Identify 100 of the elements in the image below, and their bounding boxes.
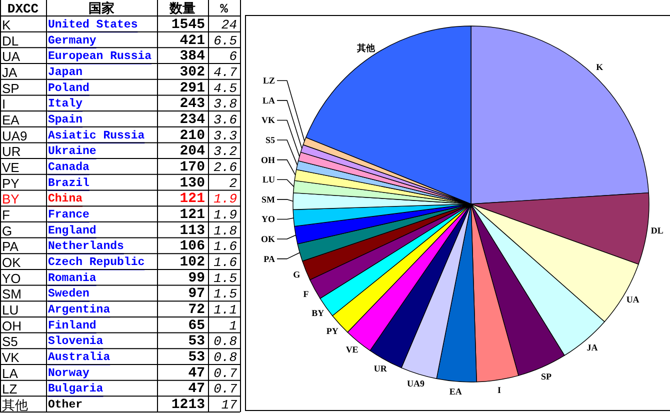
text: DL bbox=[2, 33, 19, 48]
slice-label: LU bbox=[262, 174, 276, 185]
text: 1.8 bbox=[214, 223, 237, 238]
text: K bbox=[2, 17, 11, 32]
text: 4.7 bbox=[214, 64, 237, 80]
text: 106 bbox=[180, 238, 205, 255]
text: EA bbox=[2, 112, 20, 128]
slice-label: K bbox=[596, 62, 604, 72]
text: 421 bbox=[180, 32, 205, 49]
text: Italy bbox=[48, 98, 83, 111]
text: 72 bbox=[188, 302, 205, 318]
slice-label: LA bbox=[262, 95, 276, 106]
text: Bulgaria bbox=[48, 382, 104, 396]
text: 17 bbox=[221, 398, 237, 413]
text: 0.8 bbox=[214, 334, 237, 350]
text: S5 bbox=[2, 334, 18, 350]
text: UA9 bbox=[2, 128, 28, 144]
text: F bbox=[2, 208, 10, 222]
text: Czech Republic bbox=[48, 256, 145, 270]
text: 384 bbox=[180, 48, 205, 65]
slice-label: OK bbox=[260, 234, 275, 244]
text: Germany bbox=[48, 34, 96, 48]
text: 243 bbox=[180, 96, 205, 112]
text: UA bbox=[2, 49, 20, 64]
slice-label: VE bbox=[346, 344, 358, 355]
text: 24 bbox=[221, 17, 237, 32]
text: 65 bbox=[188, 318, 205, 334]
slice-label: UR bbox=[374, 364, 388, 374]
text: SM bbox=[2, 286, 22, 302]
slice-label: S5 bbox=[265, 135, 276, 146]
text: 130 bbox=[180, 175, 205, 192]
text: 3.8 bbox=[214, 96, 237, 112]
text: Ukraine bbox=[48, 145, 96, 158]
slice-label: JA bbox=[586, 342, 598, 353]
text: Canada bbox=[48, 160, 90, 174]
text: Other bbox=[48, 398, 83, 412]
text: 53 bbox=[188, 334, 205, 350]
slice-label: OH bbox=[260, 154, 275, 165]
text: BY bbox=[2, 192, 20, 207]
text: OH bbox=[2, 318, 22, 334]
text: VE bbox=[2, 160, 20, 175]
slice-label: UA bbox=[626, 294, 640, 305]
text: 170 bbox=[180, 159, 205, 176]
text: 1.5 bbox=[214, 270, 237, 286]
slice-label: VK bbox=[262, 115, 275, 126]
text: 3.3 bbox=[214, 128, 237, 144]
text: Japan bbox=[48, 66, 83, 79]
text: 1.9 bbox=[214, 192, 237, 207]
text: PA bbox=[2, 239, 18, 254]
text: Norway bbox=[48, 366, 90, 380]
text: LA bbox=[2, 366, 18, 381]
text: China bbox=[48, 192, 83, 206]
text: 0.7 bbox=[214, 366, 237, 381]
text: 302 bbox=[180, 64, 205, 80]
text: PY bbox=[2, 176, 20, 191]
text: 47 bbox=[188, 365, 205, 382]
slice-label: UA9 bbox=[406, 378, 425, 389]
text: France bbox=[48, 208, 90, 222]
text: LU bbox=[2, 302, 19, 318]
text: 3.2 bbox=[214, 144, 237, 160]
text: VK bbox=[2, 350, 20, 366]
slice-label: BY bbox=[312, 308, 325, 318]
text: I bbox=[2, 96, 6, 112]
text: 53 bbox=[188, 350, 205, 366]
text: JA bbox=[2, 64, 18, 80]
text: Poland bbox=[48, 82, 90, 95]
text: Brazil bbox=[48, 176, 90, 190]
category-label: DXCC bbox=[7, 2, 39, 16]
slice-label: I bbox=[497, 384, 502, 395]
text: UR bbox=[2, 144, 21, 160]
text: 2 bbox=[229, 176, 237, 191]
text: 4.5 bbox=[214, 80, 237, 96]
text: LZ bbox=[2, 382, 18, 397]
text: 0.7 bbox=[214, 382, 237, 397]
slice-label: 其他 bbox=[356, 43, 376, 54]
text: 102 bbox=[180, 254, 205, 271]
text: G bbox=[2, 223, 12, 238]
text: 其他 bbox=[2, 398, 28, 413]
slice-label: EA bbox=[449, 386, 462, 396]
category-label: 数量 bbox=[168, 2, 196, 16]
text: 2.6 bbox=[214, 160, 237, 175]
slice-label: PY bbox=[326, 326, 339, 336]
text: SP bbox=[2, 80, 20, 96]
slice-label: PA bbox=[264, 254, 276, 264]
slice-label: SP bbox=[540, 371, 552, 382]
text: 1.5 bbox=[214, 286, 237, 302]
slice-label: DL bbox=[650, 225, 664, 236]
slice-label: SM bbox=[262, 194, 276, 204]
text: 1545 bbox=[171, 16, 205, 33]
text: OK bbox=[2, 255, 21, 270]
text: Finland bbox=[48, 319, 96, 332]
text: 1.1 bbox=[214, 302, 237, 318]
text: Australia bbox=[48, 351, 110, 364]
text: 210 bbox=[180, 128, 205, 144]
text: 0.8 bbox=[214, 350, 237, 366]
text: 1.6 bbox=[214, 239, 237, 254]
text: 1213 bbox=[171, 397, 205, 413]
text: Romania bbox=[48, 272, 96, 285]
text: 121 bbox=[180, 191, 205, 208]
text: 234 bbox=[180, 112, 205, 128]
